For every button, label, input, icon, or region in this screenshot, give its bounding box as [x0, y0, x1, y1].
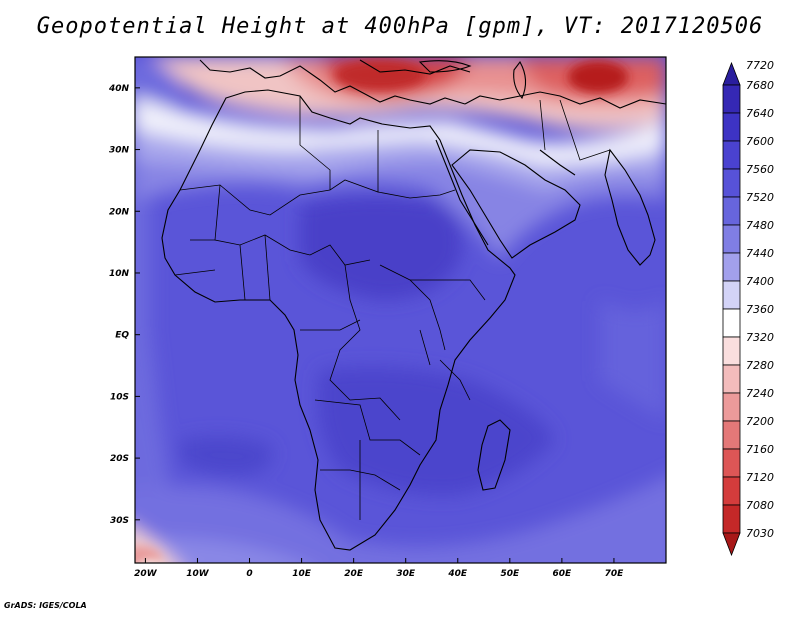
y-tick-label: 40N — [108, 84, 130, 94]
colorbar-top-arrow — [722, 61, 741, 86]
colorbar-swatch — [722, 476, 741, 506]
colorbar-swatch — [722, 168, 741, 198]
colorbar-swatch — [722, 308, 741, 338]
colorbar-swatch — [722, 420, 741, 450]
y-tick-label: 10S — [110, 392, 129, 402]
colorbar-swatch — [722, 140, 741, 170]
colorbar-swatch — [722, 504, 741, 534]
colorbar-label: 7200 — [746, 415, 774, 428]
colorbar-label: 7680 — [746, 79, 774, 92]
x-tick-label: 50E — [500, 569, 520, 579]
colorbar-label: 7240 — [746, 387, 774, 400]
x-tick-label: 0 — [246, 569, 252, 579]
x-tick-label: 40E — [447, 569, 468, 579]
colorbar-label: 7440 — [746, 247, 774, 260]
colorbar-label: 7400 — [746, 275, 774, 288]
colorbar-label: 7160 — [746, 443, 774, 456]
coastlines — [161, 59, 666, 551]
colorbar-label: 7480 — [746, 219, 774, 232]
colorbar-label: 7560 — [746, 163, 774, 176]
colorbar-label: 7080 — [746, 499, 774, 512]
y-tick-label: EQ — [115, 331, 129, 341]
colorbar-label: 7280 — [746, 359, 774, 372]
country-borders — [174, 96, 611, 520]
colorbar-swatch — [722, 448, 741, 478]
grads-credit: GrADS: IGES/COLA — [4, 601, 87, 610]
axis-layer: 20W 10W 0 10E 20E 30E 40E 50E 60E 70E 40N 30N 20N 10N… — [108, 84, 624, 579]
map-title: Geopotential Height at 400hPa [gpm], VT:… — [36, 14, 764, 39]
y-tick-label: 10N — [109, 269, 130, 279]
colorbar-label: 7720 — [746, 59, 774, 72]
colorbar-label: 7360 — [746, 303, 774, 316]
colorbar-label: 7120 — [746, 471, 774, 484]
x-tick-label: 20W — [134, 569, 158, 579]
y-tick-label: 20S — [110, 454, 129, 464]
y-tick-label: 30N — [109, 146, 130, 156]
colorbar-swatch — [722, 364, 741, 394]
colorbar-swatch — [722, 112, 741, 142]
colorbar-swatch — [722, 196, 741, 226]
colorbar-swatch — [722, 336, 741, 366]
y-tick-label: 20N — [109, 207, 130, 217]
geopotential-field — [135, 57, 666, 563]
x-tick-label: 10E — [292, 569, 312, 579]
colorbar-label: 7600 — [746, 135, 774, 148]
y-tick-label: 30S — [110, 516, 129, 526]
colorbar-label: 7320 — [746, 331, 774, 344]
colorbar-label: 7030 — [746, 527, 774, 540]
colorbar-swatch — [722, 84, 741, 114]
colorbar-swatch — [722, 224, 741, 254]
colorbar-swatch — [722, 252, 741, 282]
x-tick-label: 10W — [186, 569, 210, 579]
colorbar-swatch — [722, 280, 741, 310]
colorbar-label: 7640 — [746, 107, 774, 120]
x-tick-label: 70E — [605, 569, 625, 579]
x-tick-label: 60E — [553, 569, 573, 579]
colorbar-label: 7520 — [746, 191, 774, 204]
colorbar-swatch — [722, 392, 741, 422]
x-tick-label: 30E — [396, 569, 416, 579]
colorbar: 7720 7680 7640 7600 7560 7520 7480 7440 7400 7360… — [722, 59, 774, 557]
colorbar-bottom-arrow — [722, 532, 741, 557]
x-tick-label: 20E — [344, 569, 364, 579]
plot-frame — [134, 56, 667, 564]
